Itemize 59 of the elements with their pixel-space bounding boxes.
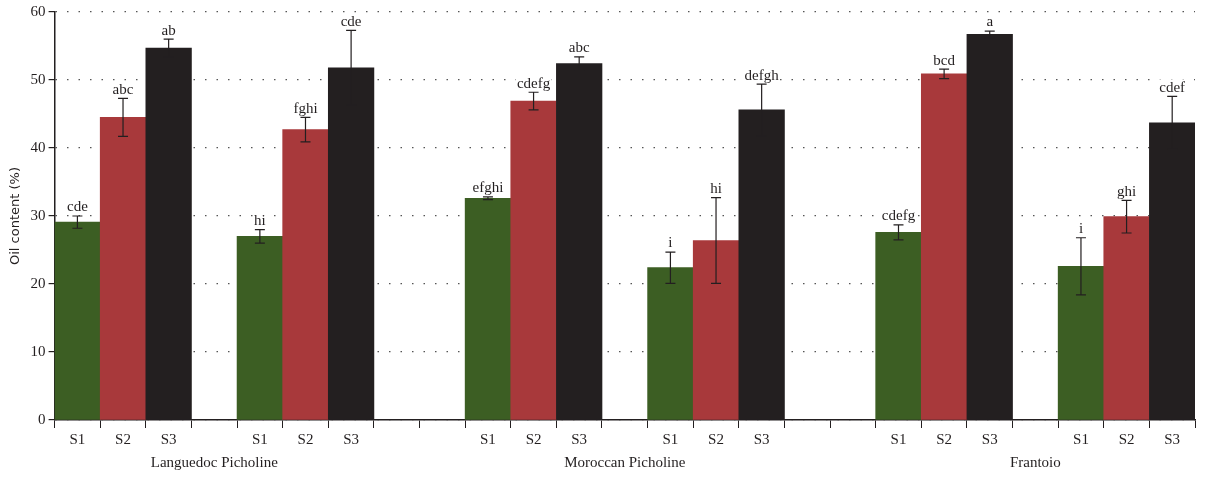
y-tick-label: 10 xyxy=(30,342,46,359)
data-label: abc xyxy=(112,80,134,97)
x-tick-label: S2 xyxy=(1118,430,1135,447)
y-tick-label: 30 xyxy=(30,206,46,223)
x-tick-label: S2 xyxy=(525,430,542,447)
x-tick-label: S1 xyxy=(890,430,907,447)
y-tick-label: 50 xyxy=(30,70,46,87)
data-label: cdefg xyxy=(881,207,916,224)
bar xyxy=(282,129,329,420)
bar xyxy=(99,117,147,420)
data-label: bcd xyxy=(933,51,956,68)
x-tick-label: S2 xyxy=(115,430,131,447)
x-tick-label: S2 xyxy=(708,430,724,447)
x-tick-label: S1 xyxy=(251,430,268,447)
bar xyxy=(54,221,101,420)
bar xyxy=(1057,265,1105,420)
bar xyxy=(647,267,694,420)
x-tick-label: S3 xyxy=(571,430,588,447)
data-label: hi xyxy=(710,180,722,197)
data-label: efghi xyxy=(472,179,504,196)
y-tick-label: 40 xyxy=(30,138,46,155)
y-tick-label: 60 xyxy=(30,2,46,19)
data-label: fghi xyxy=(293,99,318,116)
data-label: ghi xyxy=(1116,182,1137,199)
data-label: hi xyxy=(254,212,266,229)
data-label: defgh xyxy=(744,66,780,83)
bar xyxy=(920,73,968,420)
x-tick-label: S1 xyxy=(1073,430,1089,447)
x-tick-label: S1 xyxy=(69,430,86,447)
x-tick-label: S3 xyxy=(343,430,360,447)
x-tick-label: S3 xyxy=(753,430,770,447)
bar xyxy=(692,240,740,420)
text: Moroccan Picholine xyxy=(564,454,686,471)
x-tick-label: S3 xyxy=(160,430,177,447)
x-tick-label: S3 xyxy=(981,430,998,447)
x-tick-label: S1 xyxy=(480,430,496,447)
x-tick-label: S2 xyxy=(936,430,953,447)
data-label: cde xyxy=(340,12,362,29)
text: Languedoc Picholine xyxy=(150,454,279,471)
y-axis-title: Oil content (%) xyxy=(7,167,23,265)
data-label: abc xyxy=(568,39,590,56)
bar xyxy=(510,100,557,420)
x-tick-label: S3 xyxy=(1164,430,1181,447)
data-label: cde xyxy=(66,198,89,215)
data-label: i xyxy=(668,234,673,251)
data-label: a xyxy=(986,13,994,30)
x-tick-label: S2 xyxy=(297,430,314,447)
x-tick-label: S1 xyxy=(662,430,679,447)
text: Frantoio xyxy=(1009,454,1061,471)
data-label: i xyxy=(1078,220,1084,237)
y-tick-label: 20 xyxy=(30,274,46,291)
bar xyxy=(464,197,512,420)
y-tick-label: 0 xyxy=(38,410,46,427)
bar xyxy=(236,236,284,420)
bar xyxy=(1103,216,1150,420)
data-label: cdefg xyxy=(516,74,551,91)
bar xyxy=(875,231,922,420)
data-label: cdef xyxy=(1159,78,1186,95)
data-label: ab xyxy=(161,21,176,38)
